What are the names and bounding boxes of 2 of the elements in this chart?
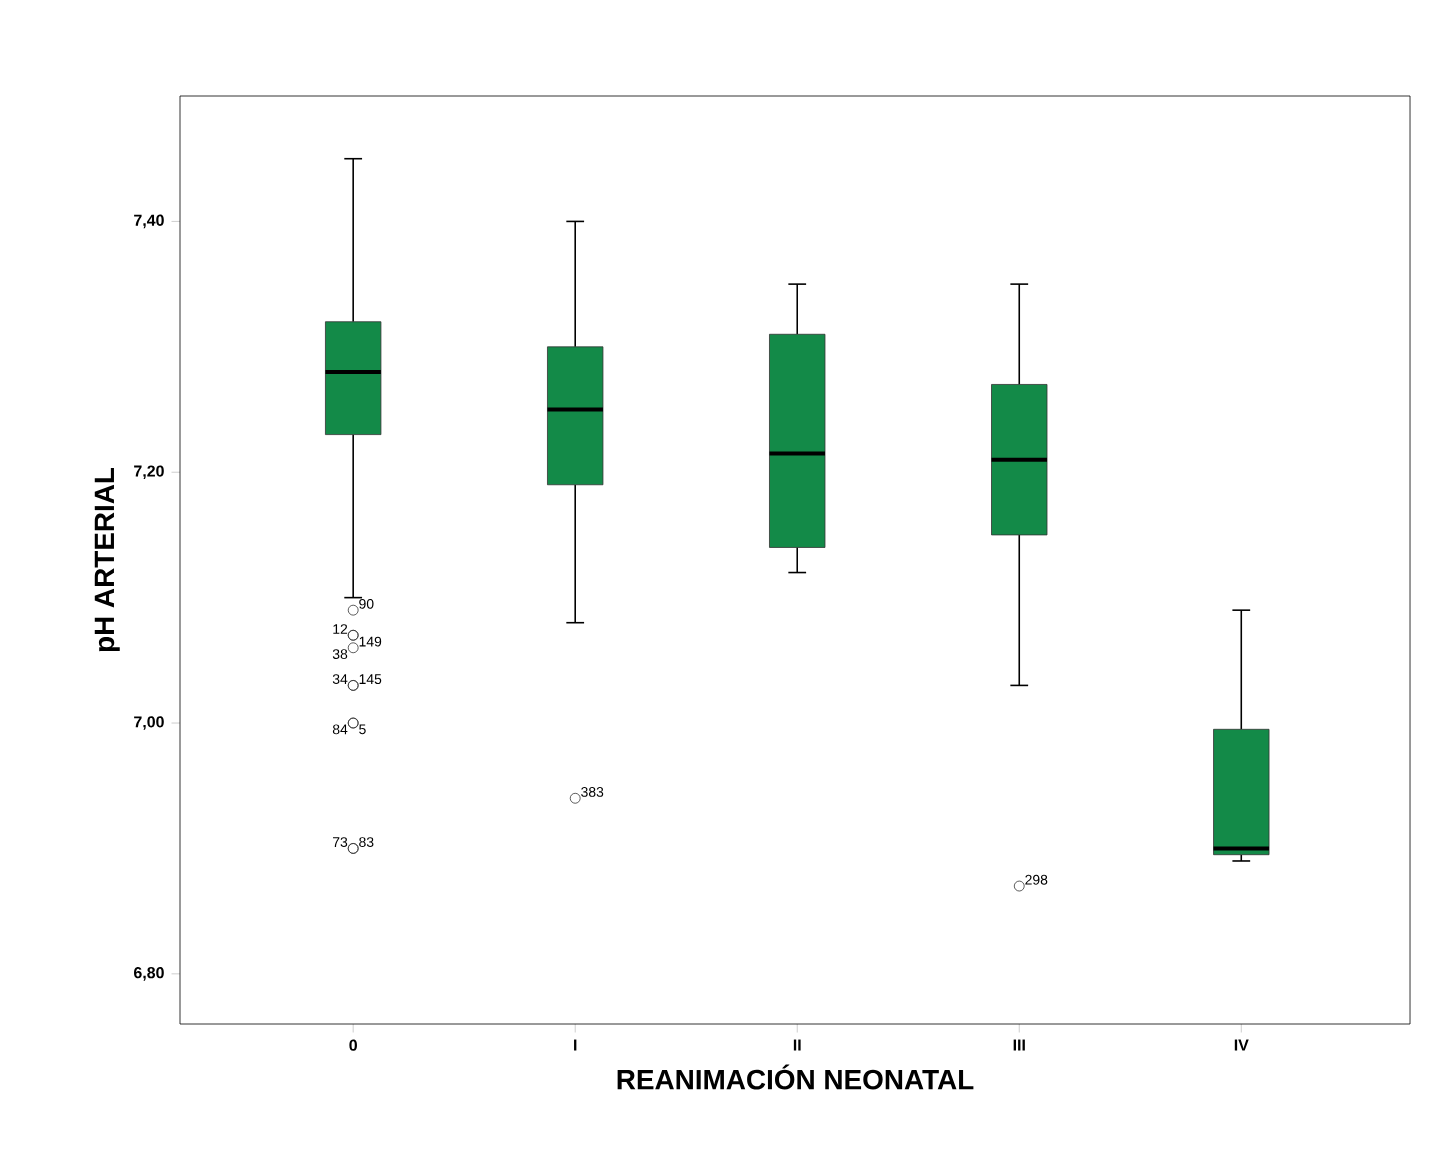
y-axis-title: pH ARTERIAL: [94, 467, 120, 652]
x-axis-title: REANIMACIÓN NEONATAL: [617, 1064, 974, 1090]
